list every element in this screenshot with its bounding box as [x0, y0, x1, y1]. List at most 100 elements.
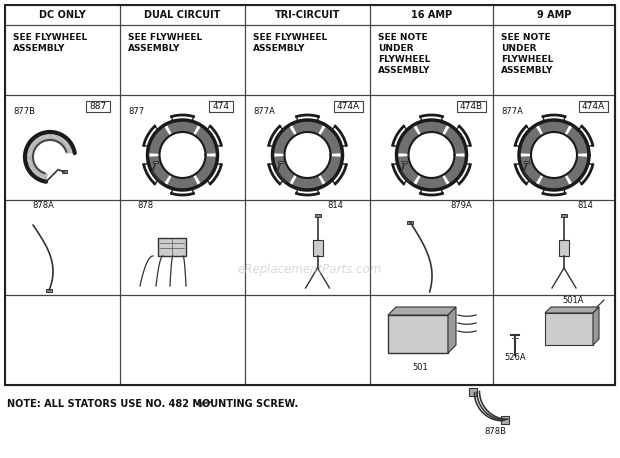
Polygon shape [148, 125, 170, 154]
Bar [120, 200, 245, 295]
Bar [5, 295, 120, 385]
Polygon shape [444, 156, 466, 185]
Bar [402, 161, 407, 163]
Polygon shape [397, 156, 419, 185]
Polygon shape [593, 307, 599, 345]
Polygon shape [320, 156, 342, 185]
Bar [457, 101, 486, 112]
Polygon shape [519, 156, 541, 185]
Polygon shape [388, 307, 456, 315]
Polygon shape [545, 307, 599, 313]
Text: 878B: 878B [484, 427, 506, 436]
Text: 877B: 877B [13, 107, 35, 116]
Text: 501A: 501A [562, 296, 584, 305]
Text: NOTE: ALL STATORS USE NO. 482 MOUNTING SCREW.: NOTE: ALL STATORS USE NO. 482 MOUNTING S… [7, 399, 298, 409]
Text: 878A: 878A [32, 201, 54, 210]
Bar [5, 200, 120, 295]
Polygon shape [167, 175, 198, 190]
Text: 526A: 526A [504, 353, 526, 362]
Text: 878: 878 [137, 201, 153, 210]
Polygon shape [195, 156, 218, 185]
Text: DC ONLY: DC ONLY [39, 10, 86, 20]
Bar [579, 101, 608, 112]
Text: 474: 474 [212, 102, 229, 111]
Bar [245, 295, 370, 385]
Text: 474B: 474B [460, 102, 483, 111]
Text: 879A: 879A [450, 201, 472, 210]
Text: 474A: 474A [337, 102, 360, 111]
Bar [493, 5, 615, 25]
Text: 9 AMP: 9 AMP [537, 10, 571, 20]
Bar [501, 416, 509, 424]
Bar [314, 213, 321, 217]
Bar [153, 161, 157, 163]
Bar [312, 240, 322, 256]
Bar [46, 289, 52, 291]
Text: 16 AMP: 16 AMP [411, 10, 452, 20]
Polygon shape [167, 120, 198, 135]
Bar [493, 200, 615, 295]
Bar [86, 101, 110, 112]
Bar [545, 313, 593, 345]
Bar [245, 95, 370, 200]
Polygon shape [291, 175, 324, 190]
Bar [245, 5, 370, 25]
Bar [120, 25, 245, 95]
Bar [5, 25, 120, 95]
Bar [469, 388, 477, 396]
Bar [493, 295, 615, 385]
Bar [561, 213, 567, 217]
Bar [334, 101, 363, 112]
Bar [278, 161, 283, 163]
Text: 474A: 474A [582, 102, 605, 111]
Text: SEE NOTE
UNDER
FLYWHEEL
ASSEMBLY: SEE NOTE UNDER FLYWHEEL ASSEMBLY [501, 33, 554, 75]
Polygon shape [291, 120, 324, 135]
Polygon shape [415, 175, 448, 190]
Bar [61, 170, 66, 173]
Text: 877: 877 [128, 107, 144, 116]
Bar [158, 238, 186, 256]
Text: 887: 887 [89, 102, 107, 111]
Polygon shape [519, 125, 541, 154]
Text: eReplacementParts.com: eReplacementParts.com [238, 263, 382, 277]
Bar [120, 295, 245, 385]
Text: DUAL CIRCUIT: DUAL CIRCUIT [144, 10, 221, 20]
Bar [370, 95, 493, 200]
Bar [370, 200, 493, 295]
Polygon shape [397, 125, 419, 154]
Polygon shape [273, 156, 295, 185]
Polygon shape [538, 175, 570, 190]
Text: SEE NOTE
UNDER
FLYWHEEL
ASSEMBLY: SEE NOTE UNDER FLYWHEEL ASSEMBLY [378, 33, 430, 75]
Bar [407, 220, 413, 224]
Text: 877A: 877A [501, 107, 523, 116]
Polygon shape [567, 125, 589, 154]
Bar [559, 240, 569, 256]
Polygon shape [448, 307, 456, 353]
Bar [370, 295, 493, 385]
Text: 814: 814 [577, 201, 593, 210]
Bar [245, 25, 370, 95]
Bar [388, 315, 448, 353]
Text: TRI-CIRCUIT: TRI-CIRCUIT [275, 10, 340, 20]
Text: 501: 501 [412, 363, 428, 372]
Bar [120, 95, 245, 200]
Bar [5, 95, 120, 200]
Text: SEE FLYWHEEL
ASSEMBLY: SEE FLYWHEEL ASSEMBLY [128, 33, 202, 53]
Polygon shape [415, 120, 448, 135]
Bar [209, 101, 232, 112]
Bar [370, 5, 493, 25]
Text: SEE FLYWHEEL
ASSEMBLY: SEE FLYWHEEL ASSEMBLY [253, 33, 327, 53]
Bar [370, 25, 493, 95]
Bar [5, 5, 615, 385]
Polygon shape [148, 156, 170, 185]
Polygon shape [320, 125, 342, 154]
Text: 814: 814 [327, 201, 343, 210]
Bar [5, 5, 120, 25]
Polygon shape [195, 125, 218, 154]
Bar [245, 200, 370, 295]
Bar [120, 5, 245, 25]
Text: SEE FLYWHEEL
ASSEMBLY: SEE FLYWHEEL ASSEMBLY [13, 33, 87, 53]
Bar [524, 161, 529, 163]
Bar [493, 25, 615, 95]
Polygon shape [567, 156, 589, 185]
